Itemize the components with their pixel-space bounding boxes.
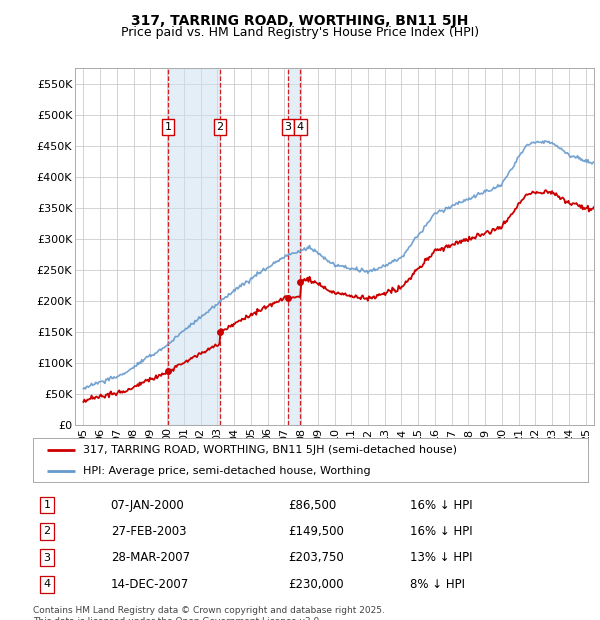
Text: £149,500: £149,500	[289, 525, 344, 538]
Text: £230,000: £230,000	[289, 578, 344, 591]
Text: 07-JAN-2000: 07-JAN-2000	[111, 498, 184, 511]
Text: 28-MAR-2007: 28-MAR-2007	[111, 551, 190, 564]
Text: 14-DEC-2007: 14-DEC-2007	[111, 578, 189, 591]
Text: 8% ↓ HPI: 8% ↓ HPI	[410, 578, 466, 591]
Text: 317, TARRING ROAD, WORTHING, BN11 5JH (semi-detached house): 317, TARRING ROAD, WORTHING, BN11 5JH (s…	[83, 445, 457, 455]
Text: £203,750: £203,750	[289, 551, 344, 564]
Text: 13% ↓ HPI: 13% ↓ HPI	[410, 551, 473, 564]
Text: 3: 3	[284, 122, 292, 132]
Text: 3: 3	[43, 553, 50, 563]
Text: 2: 2	[217, 122, 224, 132]
Text: Price paid vs. HM Land Registry's House Price Index (HPI): Price paid vs. HM Land Registry's House …	[121, 26, 479, 39]
Text: 2: 2	[43, 526, 50, 536]
Bar	[288, 68, 301, 425]
Text: Contains HM Land Registry data © Crown copyright and database right 2025.
This d: Contains HM Land Registry data © Crown c…	[33, 606, 385, 620]
Text: 317, TARRING ROAD, WORTHING, BN11 5JH: 317, TARRING ROAD, WORTHING, BN11 5JH	[131, 14, 469, 28]
Text: 4: 4	[297, 122, 304, 132]
Text: £86,500: £86,500	[289, 498, 337, 511]
Text: 16% ↓ HPI: 16% ↓ HPI	[410, 525, 473, 538]
Text: HPI: Average price, semi-detached house, Worthing: HPI: Average price, semi-detached house,…	[83, 466, 371, 476]
Text: 4: 4	[43, 579, 50, 589]
Bar	[168, 68, 220, 425]
Text: 1: 1	[164, 122, 172, 132]
Text: 16% ↓ HPI: 16% ↓ HPI	[410, 498, 473, 511]
Text: 1: 1	[43, 500, 50, 510]
Text: 27-FEB-2003: 27-FEB-2003	[111, 525, 186, 538]
